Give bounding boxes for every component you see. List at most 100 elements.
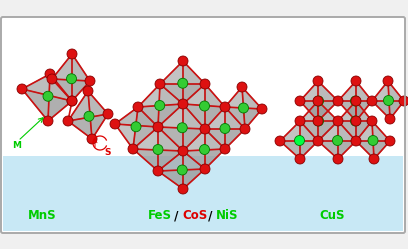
Polygon shape xyxy=(372,81,390,119)
Circle shape xyxy=(178,56,188,66)
Polygon shape xyxy=(183,129,205,169)
Circle shape xyxy=(67,96,77,106)
Polygon shape xyxy=(138,84,160,127)
Polygon shape xyxy=(318,101,338,141)
Polygon shape xyxy=(205,84,225,129)
Circle shape xyxy=(240,124,250,134)
Polygon shape xyxy=(68,114,108,139)
Circle shape xyxy=(128,144,138,154)
Circle shape xyxy=(43,116,53,126)
Polygon shape xyxy=(158,127,205,151)
Polygon shape xyxy=(22,89,72,121)
Polygon shape xyxy=(158,127,183,171)
Polygon shape xyxy=(300,121,318,159)
Polygon shape xyxy=(300,101,338,121)
Polygon shape xyxy=(183,149,225,169)
Polygon shape xyxy=(356,141,390,159)
Circle shape xyxy=(351,76,361,86)
Polygon shape xyxy=(183,84,205,129)
Polygon shape xyxy=(372,81,404,101)
Circle shape xyxy=(275,136,285,146)
Circle shape xyxy=(178,78,188,88)
Circle shape xyxy=(178,146,188,156)
Polygon shape xyxy=(158,104,183,151)
Text: /: / xyxy=(204,209,217,222)
Circle shape xyxy=(67,74,77,84)
Circle shape xyxy=(178,184,188,194)
Circle shape xyxy=(351,136,361,146)
Circle shape xyxy=(47,74,57,84)
Polygon shape xyxy=(318,121,356,141)
Polygon shape xyxy=(133,127,158,171)
Polygon shape xyxy=(356,121,374,159)
Circle shape xyxy=(350,96,361,106)
Circle shape xyxy=(178,99,188,109)
Circle shape xyxy=(257,104,267,114)
Polygon shape xyxy=(225,107,245,149)
Polygon shape xyxy=(205,107,225,149)
Polygon shape xyxy=(356,81,372,121)
Circle shape xyxy=(351,96,361,106)
Polygon shape xyxy=(300,101,338,121)
Circle shape xyxy=(63,116,73,126)
Circle shape xyxy=(200,164,210,174)
Polygon shape xyxy=(48,74,72,121)
Text: /: / xyxy=(170,209,182,222)
Polygon shape xyxy=(300,121,338,141)
Polygon shape xyxy=(183,104,205,151)
Circle shape xyxy=(131,122,141,132)
Polygon shape xyxy=(205,129,245,149)
Polygon shape xyxy=(356,101,372,141)
Polygon shape xyxy=(160,61,183,104)
Polygon shape xyxy=(183,129,225,151)
Text: CuS: CuS xyxy=(319,209,345,222)
Polygon shape xyxy=(158,169,205,189)
Polygon shape xyxy=(52,54,90,81)
Circle shape xyxy=(84,111,94,121)
Text: M: M xyxy=(12,141,21,150)
Polygon shape xyxy=(318,121,338,159)
Circle shape xyxy=(153,122,163,132)
Polygon shape xyxy=(372,101,404,119)
Polygon shape xyxy=(183,151,205,189)
Text: MnS: MnS xyxy=(28,209,56,222)
Circle shape xyxy=(313,116,324,126)
Circle shape xyxy=(177,123,187,133)
Circle shape xyxy=(384,96,393,106)
Circle shape xyxy=(295,154,305,164)
Circle shape xyxy=(200,124,210,134)
Circle shape xyxy=(177,165,187,175)
Polygon shape xyxy=(225,87,262,109)
Circle shape xyxy=(237,82,247,92)
Polygon shape xyxy=(133,127,183,151)
Circle shape xyxy=(67,49,77,59)
Circle shape xyxy=(239,103,248,113)
Circle shape xyxy=(85,76,95,86)
Circle shape xyxy=(43,91,53,101)
Polygon shape xyxy=(205,107,245,129)
Circle shape xyxy=(45,69,55,79)
Circle shape xyxy=(313,76,323,86)
Polygon shape xyxy=(138,84,183,107)
FancyBboxPatch shape xyxy=(1,17,405,233)
Circle shape xyxy=(67,96,77,106)
Circle shape xyxy=(155,79,165,89)
Polygon shape xyxy=(22,74,50,121)
Circle shape xyxy=(155,101,165,111)
Polygon shape xyxy=(318,81,338,121)
Circle shape xyxy=(220,124,230,133)
Polygon shape xyxy=(356,121,390,141)
Polygon shape xyxy=(68,91,108,121)
Circle shape xyxy=(133,102,143,112)
Polygon shape xyxy=(158,151,183,189)
Text: FeS: FeS xyxy=(148,209,172,222)
Polygon shape xyxy=(158,84,183,127)
Polygon shape xyxy=(318,141,356,159)
Circle shape xyxy=(87,134,97,144)
Circle shape xyxy=(295,116,305,126)
Circle shape xyxy=(295,135,304,145)
Polygon shape xyxy=(300,81,318,121)
Circle shape xyxy=(83,86,93,96)
Polygon shape xyxy=(158,151,205,171)
Polygon shape xyxy=(138,104,183,127)
